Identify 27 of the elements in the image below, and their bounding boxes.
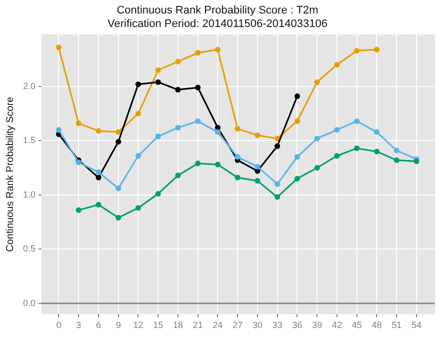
y-tick-label: 0.5	[22, 244, 36, 254]
y-axis-title: Continuous Rank Probability Score	[4, 96, 16, 252]
x-tick-label: 48	[372, 320, 382, 330]
chart-title: Continuous Rank Probability Score : T2m	[116, 4, 318, 17]
x-tick-label: 24	[212, 320, 223, 330]
x-tick-label: 6	[96, 320, 101, 330]
x-tick-label: 18	[172, 320, 183, 330]
x-tick-label: 30	[252, 320, 262, 330]
x-tick-label: 9	[116, 320, 121, 330]
x-tick-label: 12	[133, 320, 144, 330]
x-tick-label: 3	[76, 320, 82, 330]
x-tick-label: 39	[312, 320, 322, 330]
y-tick-label: 1.5	[22, 135, 36, 146]
x-tick-label: 0	[56, 320, 62, 330]
x-tick-label: 21	[192, 320, 203, 330]
x-tick-label: 36	[292, 320, 302, 330]
y-tick-label: 2.0	[22, 80, 36, 91]
x-tick-label: 51	[392, 320, 402, 330]
x-tick-label: 27	[232, 320, 243, 330]
x-tick-label: 33	[272, 320, 282, 330]
x-tick-label: 45	[352, 320, 362, 330]
x-tick-label: 15	[153, 320, 164, 330]
y-tick-label: 1.0	[22, 189, 36, 200]
x-tick-label: 54	[411, 320, 422, 330]
chart-subtitle: Verification Period: 2014011506-2014033106	[108, 18, 328, 30]
y-tick-label: 0.0	[22, 298, 36, 308]
x-tick-label: 42	[332, 320, 342, 330]
